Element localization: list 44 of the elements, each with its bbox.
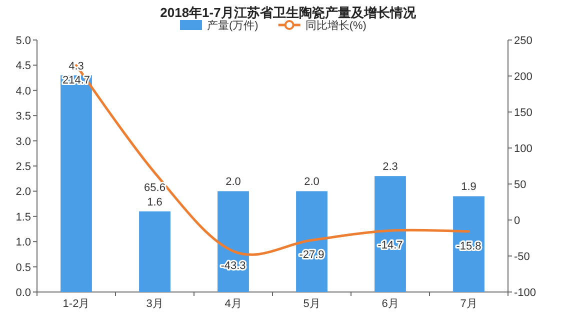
x-tick-label: 6月 — [382, 298, 399, 310]
data-label: 2.0 — [304, 176, 320, 188]
data-label: 1.6 — [147, 196, 162, 208]
y2-tick-label: -50 — [514, 251, 530, 263]
data-label: 1.9 — [461, 181, 476, 194]
y2-tick-label: -100 — [514, 287, 536, 299]
x-tick-label: 4月 — [224, 298, 242, 310]
data-label: 2.3 — [382, 161, 398, 174]
y-tick-label: 1.0 — [16, 236, 31, 249]
y2-tick-label: 100 — [514, 143, 532, 155]
y2-tick-label: 0 — [514, 215, 520, 227]
y-tick-label: 2.5 — [16, 161, 31, 173]
y2-tick-label: 250 — [514, 35, 532, 47]
y-tick-label: 5.0 — [16, 35, 31, 47]
y-tick-label: 4.5 — [16, 60, 31, 72]
data-label: -14.7 — [378, 240, 403, 252]
bar — [374, 176, 406, 292]
x-tick-label: 3月 — [146, 298, 164, 310]
y-tick-label: 2.0 — [16, 186, 31, 198]
data-label: 2.0 — [226, 176, 241, 188]
bar — [218, 191, 249, 292]
data-label: -27.9 — [299, 249, 324, 262]
y-tick-label: 4.0 — [16, 85, 31, 98]
y2-tick-label: 150 — [514, 107, 532, 119]
bar — [453, 196, 484, 292]
legend-label: 同比增长(%) — [305, 19, 366, 32]
bar — [60, 75, 92, 292]
data-label: 65.6 — [144, 182, 166, 194]
x-tick-label: 1-2月 — [62, 298, 90, 310]
y-tick-label: 3.5 — [16, 110, 31, 123]
legend-label: 产量(万件) — [207, 19, 258, 32]
chart-title: 2018年1-7月江苏省卫生陶瓷产量及增长情况 — [160, 5, 417, 20]
data-label: -15.8 — [456, 240, 482, 252]
y-tick-label: 3.0 — [16, 136, 31, 148]
y2-tick-label: 50 — [514, 179, 526, 191]
y-tick-label: 0.0 — [16, 287, 31, 299]
y2-tick-label: 200 — [514, 71, 532, 83]
x-tick-label: 7月 — [460, 298, 478, 310]
x-tick-label: 5月 — [303, 298, 320, 310]
data-label: -43.3 — [220, 260, 246, 272]
bar — [296, 191, 328, 292]
y-tick-label: 1.5 — [16, 211, 31, 224]
y-tick-label: 0.5 — [16, 262, 31, 274]
bar — [139, 211, 170, 292]
